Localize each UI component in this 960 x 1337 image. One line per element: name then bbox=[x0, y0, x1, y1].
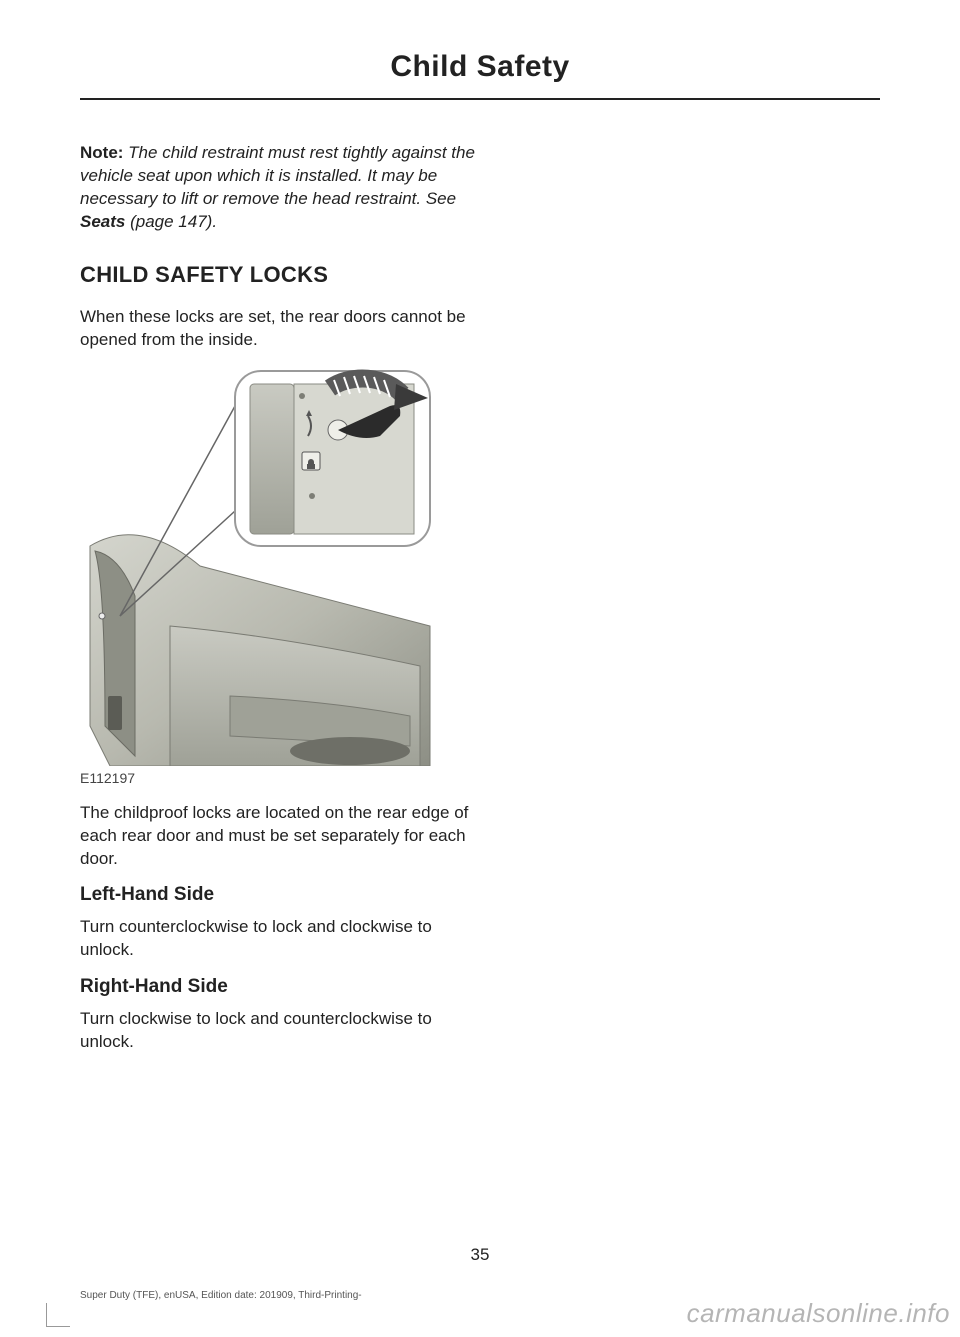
header-rule bbox=[80, 98, 880, 100]
callout-strip bbox=[250, 384, 294, 534]
note-label: Note: bbox=[80, 143, 123, 162]
right-hand-heading: Right-Hand Side bbox=[80, 976, 480, 998]
door-bolt bbox=[99, 613, 105, 619]
section-heading: CHILD SAFETY LOCKS bbox=[80, 262, 480, 288]
door-latch bbox=[108, 696, 122, 730]
right-hand-text: Turn clockwise to lock and counterclockw… bbox=[80, 1008, 480, 1054]
content-column: Note: The child restraint must rest tigh… bbox=[80, 142, 480, 1054]
lock-icon-body bbox=[307, 464, 315, 469]
screw-1 bbox=[299, 393, 305, 399]
note-text-2: (page 147). bbox=[125, 212, 217, 231]
page-number: 35 bbox=[0, 1245, 960, 1265]
child-lock-figure bbox=[80, 366, 440, 766]
figure-caption: E112197 bbox=[80, 770, 480, 786]
left-hand-text: Turn counterclockwise to lock and clockw… bbox=[80, 916, 480, 962]
screw-2 bbox=[309, 493, 315, 499]
left-hand-heading: Left-Hand Side bbox=[80, 884, 480, 906]
note-text-1: The child restraint must rest tightly ag… bbox=[80, 143, 475, 208]
footer-text: Super Duty (TFE), enUSA, Edition date: 2… bbox=[80, 1290, 362, 1301]
note-paragraph: Note: The child restraint must rest tigh… bbox=[80, 142, 480, 234]
section-intro: When these locks are set, the rear doors… bbox=[80, 306, 480, 352]
handle-recess bbox=[290, 737, 410, 765]
child-lock-svg bbox=[80, 366, 440, 766]
watermark: carmanualsonline.info bbox=[687, 1298, 950, 1329]
page-container: Child Safety Note: The child restraint m… bbox=[0, 0, 960, 1054]
crop-mark bbox=[46, 1303, 70, 1327]
after-figure-text: The childproof locks are located on the … bbox=[80, 802, 480, 871]
page-title: Child Safety bbox=[80, 50, 880, 98]
note-seats-ref: Seats bbox=[80, 212, 125, 231]
